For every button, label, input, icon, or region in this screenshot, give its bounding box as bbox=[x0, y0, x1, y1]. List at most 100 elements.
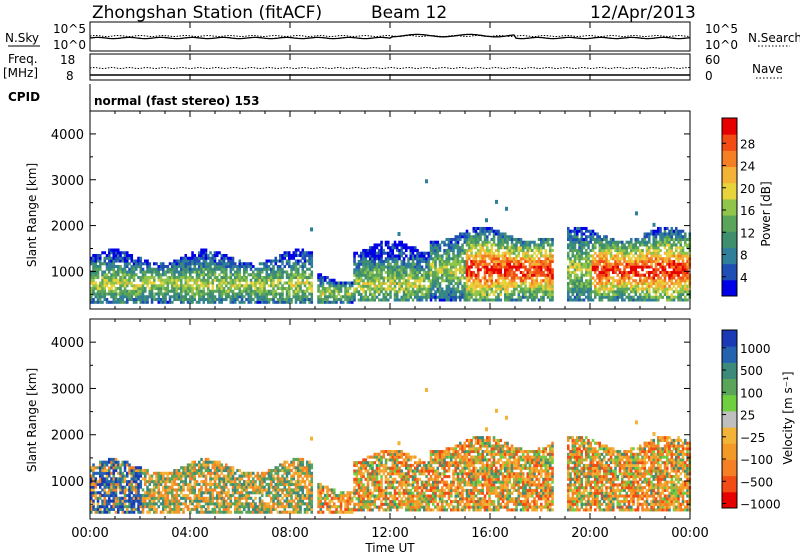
power-cell bbox=[355, 281, 359, 286]
power-cell bbox=[666, 237, 669, 242]
power-cell bbox=[479, 287, 482, 291]
power-cell bbox=[609, 290, 613, 294]
power-cell bbox=[218, 267, 221, 271]
power-cell bbox=[103, 284, 107, 288]
power-cell bbox=[92, 278, 95, 282]
power-cell bbox=[681, 292, 685, 297]
power-cell bbox=[117, 265, 120, 269]
power-cell bbox=[465, 240, 469, 244]
power-cell bbox=[639, 287, 642, 291]
power-cell bbox=[603, 287, 606, 291]
power-cell bbox=[373, 298, 377, 302]
power-cell bbox=[663, 270, 667, 275]
power-cell bbox=[321, 298, 325, 302]
power-cell bbox=[353, 292, 356, 297]
power-cell bbox=[616, 254, 620, 258]
power-cell bbox=[393, 295, 397, 299]
power-cell bbox=[634, 248, 638, 253]
power-cell bbox=[488, 273, 491, 277]
power-cell bbox=[144, 300, 147, 304]
y-tick-label: 4000 bbox=[51, 128, 84, 143]
power-cell bbox=[504, 237, 507, 242]
power-cell bbox=[202, 256, 206, 260]
power-cell bbox=[600, 276, 604, 280]
power-cell bbox=[384, 259, 388, 264]
power-cell bbox=[285, 298, 289, 302]
power-cell bbox=[652, 232, 656, 236]
power-cell bbox=[594, 237, 597, 242]
power-cell bbox=[202, 251, 206, 255]
power-cell bbox=[425, 259, 428, 264]
power-cell bbox=[371, 279, 374, 283]
power-cell bbox=[459, 295, 462, 299]
power-cell bbox=[189, 300, 192, 304]
power-cell bbox=[128, 278, 131, 282]
power-cell bbox=[670, 232, 674, 236]
power-cell bbox=[580, 240, 584, 244]
power-cell bbox=[578, 281, 581, 286]
power-cell bbox=[477, 235, 480, 239]
power-cell bbox=[364, 270, 368, 275]
power-cell bbox=[517, 265, 521, 269]
power-cell bbox=[501, 235, 505, 239]
power-cell bbox=[668, 276, 671, 280]
power-cell bbox=[263, 265, 266, 269]
power-cell bbox=[522, 287, 525, 291]
power-cell bbox=[447, 295, 451, 299]
velocity-cell bbox=[200, 480, 203, 484]
power-cell bbox=[247, 292, 251, 296]
power-cell bbox=[211, 295, 215, 299]
power-cell bbox=[648, 251, 651, 255]
power-cell bbox=[499, 290, 503, 294]
power-cell bbox=[569, 270, 572, 275]
velocity-cell bbox=[200, 488, 203, 492]
power-cell bbox=[486, 295, 489, 299]
power-cell bbox=[258, 300, 262, 304]
power-cell bbox=[576, 232, 579, 236]
power-cell bbox=[528, 248, 532, 253]
power-cell bbox=[141, 284, 145, 288]
power-cell bbox=[119, 267, 122, 271]
power-cell bbox=[621, 240, 624, 244]
velocity-cell bbox=[108, 482, 111, 486]
power-cell bbox=[92, 270, 95, 274]
power-cell bbox=[407, 276, 410, 280]
power-cell bbox=[528, 257, 532, 261]
power-cell bbox=[366, 268, 370, 272]
velocity-cell bbox=[114, 469, 118, 473]
power-cell bbox=[576, 281, 579, 286]
power-cell bbox=[663, 259, 667, 264]
power-cell bbox=[416, 248, 419, 253]
power-cell bbox=[589, 235, 593, 239]
power-cell bbox=[582, 273, 586, 277]
power-cell bbox=[623, 246, 626, 250]
power-cell bbox=[297, 292, 300, 296]
power-cell bbox=[450, 292, 453, 297]
power-cell bbox=[128, 256, 131, 260]
velocity-cell bbox=[198, 471, 201, 475]
power-cell bbox=[402, 279, 406, 283]
power-cell bbox=[540, 259, 543, 264]
power-cell bbox=[551, 270, 554, 275]
power-cell bbox=[283, 251, 287, 255]
power-cell bbox=[479, 229, 482, 233]
power-cell bbox=[641, 262, 644, 266]
power-cell bbox=[549, 237, 552, 242]
power-cell bbox=[387, 243, 390, 247]
power-cell bbox=[641, 259, 644, 264]
power-cell bbox=[434, 284, 437, 288]
power-cell bbox=[632, 295, 635, 299]
power-cell bbox=[231, 289, 235, 293]
power-cell bbox=[535, 281, 539, 286]
power-cell bbox=[364, 276, 368, 280]
power-cell bbox=[499, 246, 503, 250]
velocity-cell bbox=[130, 496, 134, 500]
velocity-cell bbox=[101, 466, 104, 470]
power-cell bbox=[90, 289, 93, 293]
power-cell bbox=[290, 254, 293, 258]
velocity-cell bbox=[177, 488, 181, 492]
power-cell bbox=[535, 259, 539, 264]
power-cell bbox=[274, 273, 278, 277]
power-cell bbox=[447, 270, 451, 275]
power-cell bbox=[389, 265, 392, 269]
